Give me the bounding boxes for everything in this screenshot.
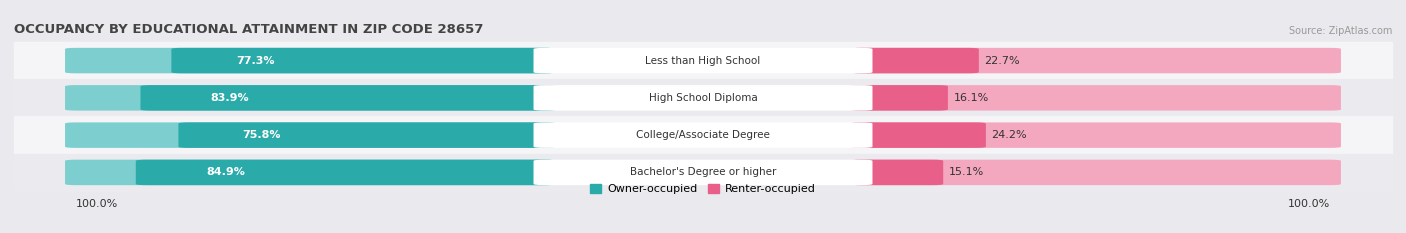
- Text: 15.1%: 15.1%: [949, 168, 984, 177]
- Text: 100.0%: 100.0%: [1288, 199, 1330, 209]
- FancyBboxPatch shape: [851, 85, 948, 111]
- FancyBboxPatch shape: [172, 48, 555, 73]
- Text: OCCUPANCY BY EDUCATIONAL ATTAINMENT IN ZIP CODE 28657: OCCUPANCY BY EDUCATIONAL ATTAINMENT IN Z…: [14, 23, 484, 36]
- FancyBboxPatch shape: [851, 85, 1341, 111]
- FancyBboxPatch shape: [851, 48, 1341, 73]
- FancyBboxPatch shape: [851, 160, 943, 185]
- FancyBboxPatch shape: [533, 160, 873, 185]
- Legend: Owner-occupied, Renter-occupied: Owner-occupied, Renter-occupied: [586, 180, 820, 199]
- Text: 16.1%: 16.1%: [953, 93, 988, 103]
- FancyBboxPatch shape: [65, 160, 555, 185]
- Text: 22.7%: 22.7%: [984, 56, 1019, 65]
- Text: Source: ZipAtlas.com: Source: ZipAtlas.com: [1288, 26, 1392, 36]
- Text: 77.3%: 77.3%: [236, 56, 276, 65]
- Bar: [14, 79, 1392, 116]
- FancyBboxPatch shape: [65, 85, 555, 111]
- Text: High School Diploma: High School Diploma: [648, 93, 758, 103]
- Bar: [14, 154, 1392, 191]
- Bar: [14, 42, 1392, 79]
- FancyBboxPatch shape: [65, 48, 555, 73]
- FancyBboxPatch shape: [533, 122, 873, 148]
- Text: 100.0%: 100.0%: [76, 199, 118, 209]
- Text: 84.9%: 84.9%: [207, 168, 245, 177]
- FancyBboxPatch shape: [65, 122, 555, 148]
- Text: 24.2%: 24.2%: [991, 130, 1026, 140]
- Text: Bachelor's Degree or higher: Bachelor's Degree or higher: [630, 168, 776, 177]
- FancyBboxPatch shape: [851, 160, 1341, 185]
- Bar: [14, 116, 1392, 154]
- FancyBboxPatch shape: [851, 122, 1341, 148]
- FancyBboxPatch shape: [533, 85, 873, 111]
- Text: Less than High School: Less than High School: [645, 56, 761, 65]
- Text: 83.9%: 83.9%: [211, 93, 249, 103]
- Text: College/Associate Degree: College/Associate Degree: [636, 130, 770, 140]
- FancyBboxPatch shape: [141, 85, 555, 111]
- FancyBboxPatch shape: [179, 122, 555, 148]
- Text: 75.8%: 75.8%: [243, 130, 281, 140]
- FancyBboxPatch shape: [136, 160, 555, 185]
- FancyBboxPatch shape: [533, 48, 873, 73]
- FancyBboxPatch shape: [851, 122, 986, 148]
- FancyBboxPatch shape: [851, 48, 979, 73]
